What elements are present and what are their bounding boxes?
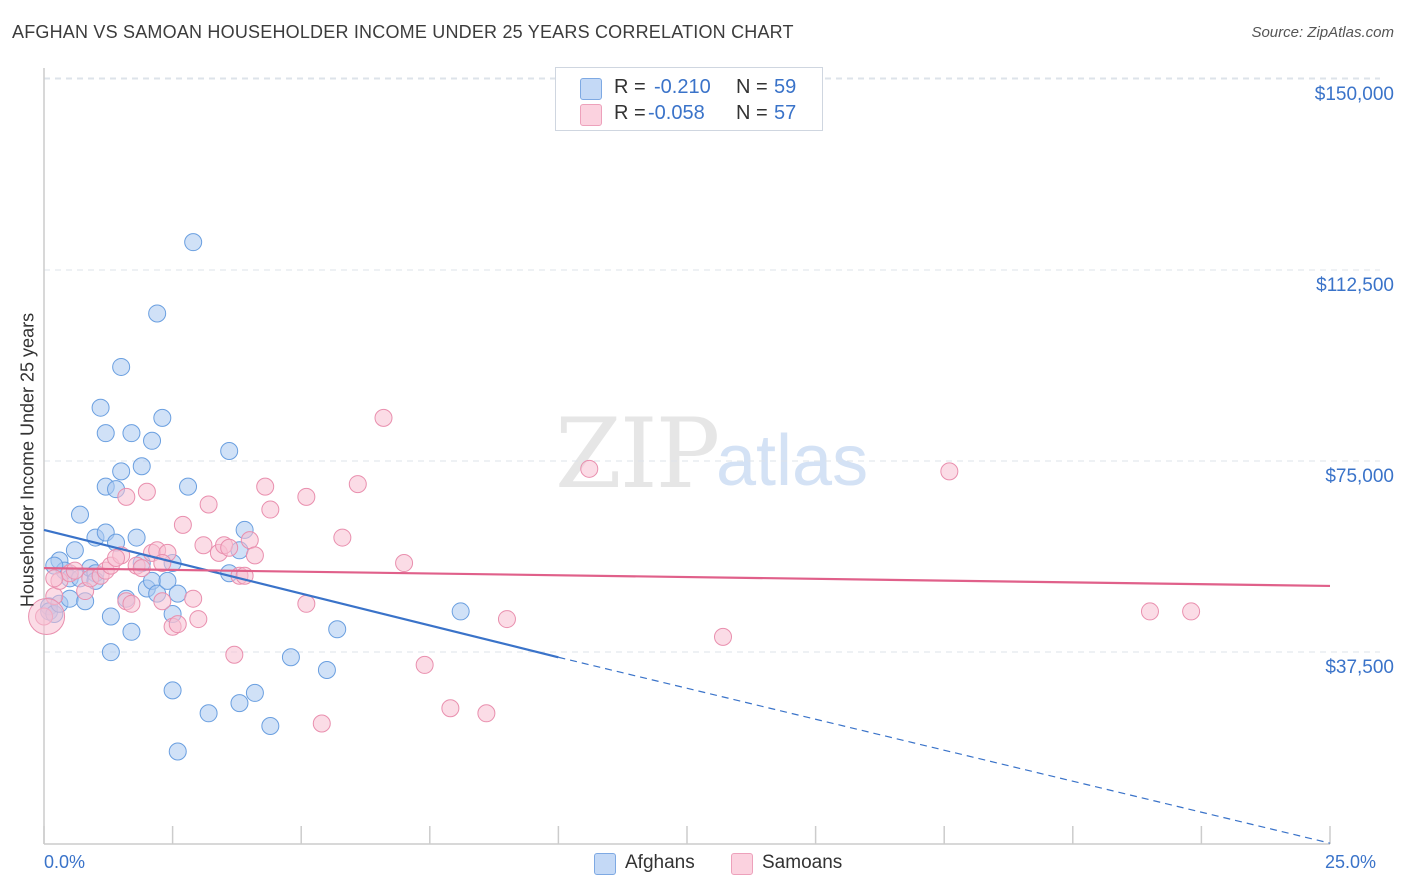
point-samoans bbox=[122, 594, 141, 613]
bottom-swatch-afghans bbox=[594, 853, 616, 875]
point-samoans bbox=[225, 645, 244, 664]
point-samoans bbox=[28, 598, 66, 636]
point-samoans bbox=[415, 655, 434, 674]
point-samoans bbox=[245, 546, 264, 565]
point-afghans bbox=[122, 424, 141, 443]
legend-n-label: N = bbox=[736, 102, 768, 124]
point-samoans bbox=[441, 699, 460, 718]
point-afghans bbox=[101, 643, 120, 662]
trendline-afghans-extrapolated bbox=[558, 656, 1331, 844]
point-afghans bbox=[143, 431, 162, 450]
point-afghans bbox=[168, 742, 187, 761]
point-afghans bbox=[179, 477, 198, 496]
y-tick-label: $112,500 bbox=[1316, 275, 1394, 296]
point-samoans bbox=[395, 554, 414, 573]
chart-title: AFGHAN VS SAMOAN HOUSEHOLDER INCOME UNDE… bbox=[12, 22, 794, 42]
legend-n-label: N = bbox=[736, 76, 768, 98]
point-afghans bbox=[101, 607, 120, 626]
point-samoans bbox=[256, 477, 275, 496]
point-samoans bbox=[117, 487, 136, 506]
trendline-samoans bbox=[43, 567, 1331, 588]
point-samoans bbox=[173, 515, 192, 534]
point-samoans bbox=[137, 482, 156, 501]
point-afghans bbox=[199, 704, 218, 723]
bottom-legend-label: Samoans bbox=[762, 852, 843, 873]
point-afghans bbox=[132, 457, 151, 476]
point-samoans bbox=[184, 589, 203, 608]
point-afghans bbox=[230, 694, 249, 713]
legend-r-label: R = bbox=[614, 76, 646, 98]
legend-n-value: 57 bbox=[774, 102, 797, 124]
y-axis-label: Householder Income Under 25 years bbox=[17, 312, 38, 608]
point-afghans bbox=[65, 541, 84, 560]
point-samoans bbox=[714, 627, 733, 646]
legend-swatch-afghans bbox=[580, 78, 602, 100]
point-samoans bbox=[45, 569, 64, 588]
point-samoans bbox=[199, 495, 218, 514]
point-afghans bbox=[153, 408, 172, 427]
point-afghans bbox=[96, 424, 115, 443]
point-samoans bbox=[297, 487, 316, 506]
point-afghans bbox=[122, 622, 141, 641]
point-afghans bbox=[184, 233, 203, 252]
legend-swatch-samoans bbox=[580, 104, 602, 126]
point-afghans bbox=[112, 357, 131, 376]
point-samoans bbox=[1182, 602, 1201, 621]
point-afghans bbox=[281, 648, 300, 667]
point-samoans bbox=[261, 500, 280, 519]
bottom-swatch-samoans bbox=[731, 853, 753, 875]
y-tick-label: $37,500 bbox=[1325, 657, 1394, 678]
point-samoans bbox=[153, 592, 172, 611]
point-samoans bbox=[1140, 602, 1159, 621]
point-samoans bbox=[297, 594, 316, 613]
point-samoans bbox=[107, 548, 126, 567]
point-afghans bbox=[220, 441, 239, 460]
point-afghans bbox=[261, 717, 280, 736]
point-samoans bbox=[374, 408, 393, 427]
point-afghans bbox=[245, 683, 264, 702]
chart-source: Source: ZipAtlas.com bbox=[1251, 24, 1394, 41]
x-tick-label-min: 0.0% bbox=[44, 852, 86, 872]
point-samoans bbox=[220, 538, 239, 557]
point-samoans bbox=[312, 714, 331, 733]
point-samoans bbox=[132, 559, 151, 578]
point-afghans bbox=[328, 620, 347, 639]
point-afghans bbox=[112, 462, 131, 481]
point-afghans bbox=[317, 661, 336, 679]
point-samoans bbox=[333, 528, 352, 547]
point-afghans bbox=[168, 584, 187, 603]
point-samoans bbox=[194, 536, 213, 555]
watermark-zip: ZIP bbox=[555, 398, 720, 510]
point-samoans bbox=[497, 610, 516, 629]
correlation-legend: R = -0.210 N = 59 R = -0.058 N = 57 bbox=[555, 67, 823, 131]
point-samoans bbox=[65, 561, 84, 580]
point-afghans bbox=[163, 681, 182, 700]
point-samoans bbox=[348, 475, 367, 494]
point-samoans bbox=[940, 462, 959, 481]
point-samoans bbox=[477, 704, 496, 723]
y-tick-label: $75,000 bbox=[1325, 466, 1394, 487]
bottom-legend-label: Afghans bbox=[625, 852, 695, 873]
point-afghans bbox=[158, 571, 177, 590]
point-samoans bbox=[168, 615, 187, 634]
x-tick-label-max: 25.0% bbox=[1325, 852, 1377, 872]
trendline-afghans bbox=[43, 528, 559, 659]
legend-r-label: R = bbox=[614, 102, 646, 124]
point-samoans bbox=[240, 531, 259, 550]
point-samoans bbox=[189, 610, 208, 629]
legend-r-value: -0.058 bbox=[648, 102, 705, 124]
point-afghans bbox=[148, 304, 167, 323]
legend-r-value: -0.210 bbox=[654, 76, 711, 98]
point-samoans bbox=[580, 459, 599, 478]
y-tick-label: $150,000 bbox=[1314, 84, 1394, 105]
point-afghans bbox=[71, 505, 90, 524]
point-afghans bbox=[91, 398, 110, 417]
point-afghans bbox=[60, 589, 79, 608]
legend-n-value: 59 bbox=[774, 76, 797, 98]
point-afghans bbox=[127, 528, 146, 547]
point-afghans bbox=[451, 602, 470, 621]
